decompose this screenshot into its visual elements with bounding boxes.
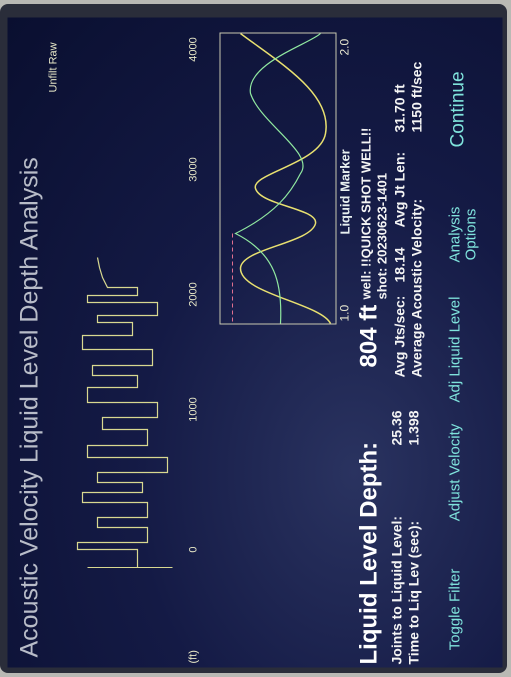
velocity-value: 1150 ft/sec xyxy=(408,61,425,133)
axis-tick-label: 2000 xyxy=(187,282,200,307)
button[interactable]: Adj Liquid Level xyxy=(446,296,464,403)
well-name: well: !!QUICK SHOT WELL!! xyxy=(358,127,374,300)
inset-min: 1.0 xyxy=(337,304,352,322)
depth-value: 804 ft xyxy=(355,304,383,368)
inset-max: 2.0 xyxy=(337,38,352,56)
time-label: Time to Liq Lev (sec): xyxy=(405,520,422,665)
inset-plot xyxy=(232,32,332,324)
bezel: Acoustic Velocity Liquid Level Depth Ana… xyxy=(0,4,507,673)
button[interactable]: Continue xyxy=(447,71,469,148)
axis-tick-label: 4000 xyxy=(187,37,200,62)
jt-len-value: 31.70 ft xyxy=(391,84,408,133)
axis-tick-label: 1000 xyxy=(187,397,200,422)
button[interactable]: Toggle Filter xyxy=(446,568,464,651)
inset-label: Liquid Marker xyxy=(337,149,353,235)
filter-mode: Unfilt Raw xyxy=(47,42,60,93)
time-value: 1.398 xyxy=(405,410,422,446)
yellow-trace xyxy=(239,32,332,324)
depth-label: Liquid Level Depth: xyxy=(355,441,383,665)
inset-box xyxy=(219,32,337,325)
shot-id: shot: 20230623-1401 xyxy=(374,173,390,300)
axis-unit: (ft) xyxy=(187,650,200,664)
jts-sec-label: Avg Jts/sec: xyxy=(391,295,408,378)
velocity-label: Average Acoustic Velocity: xyxy=(408,198,425,378)
axis-tick-label: 0 xyxy=(187,546,200,553)
screen: Acoustic Velocity Liquid Level Depth Ana… xyxy=(7,17,503,668)
jt-len-label: Avg Jt Len: xyxy=(391,151,408,228)
green-trace xyxy=(234,33,321,324)
button[interactable]: Analysis Options xyxy=(446,206,480,263)
button[interactable]: Adjust Velocity xyxy=(446,423,464,522)
joints-value: 25.36 xyxy=(388,410,405,446)
jts-sec-value: 18.14 xyxy=(391,247,408,283)
axis-tick-label: 3000 xyxy=(187,157,200,182)
joints-label: Joints to Liquid Level: xyxy=(388,515,405,665)
acoustic-trace xyxy=(76,257,169,568)
trace-plot xyxy=(76,257,173,568)
